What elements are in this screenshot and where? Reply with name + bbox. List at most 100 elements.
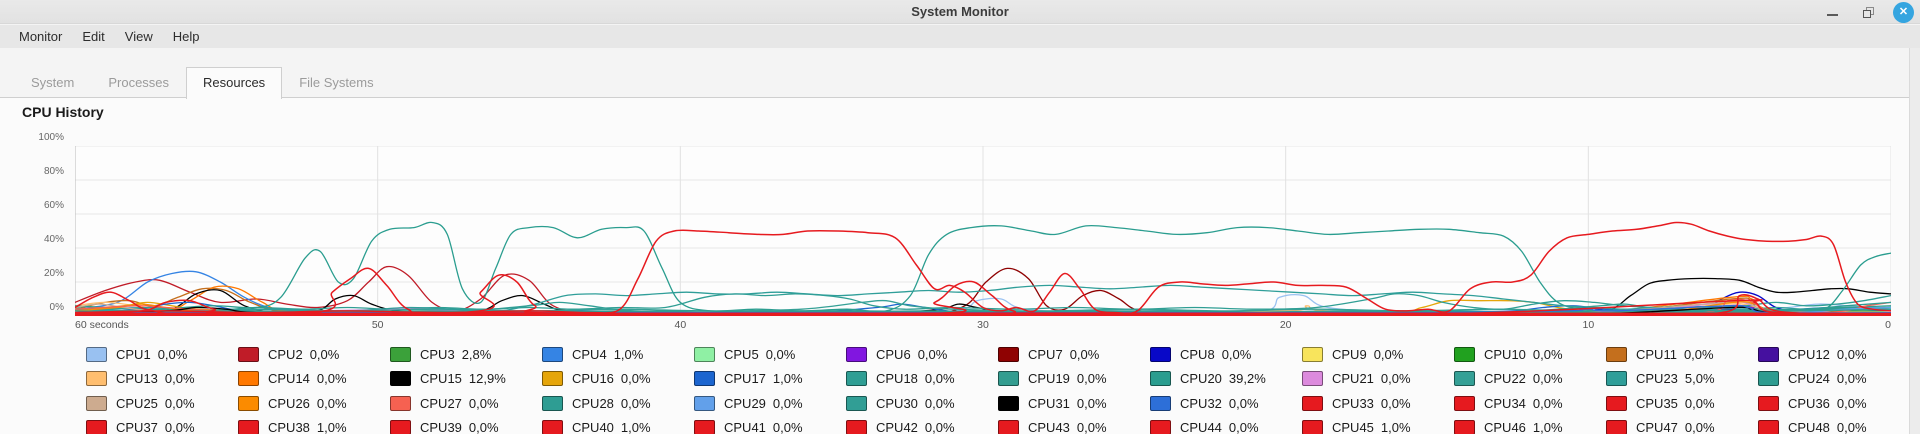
legend-cpu-name: CPU22 <box>1484 371 1526 387</box>
cpu-history-plot <box>74 145 1892 317</box>
legend-cpu-value: 0,0% <box>1836 395 1867 411</box>
legend-cpu-name: CPU38 <box>268 420 310 434</box>
legend-swatch <box>86 420 107 434</box>
legend-swatch <box>846 395 867 411</box>
legend-item-cpu42: CPU42 0,0% <box>846 420 998 434</box>
y-tick-label: 100% <box>38 132 64 143</box>
legend-swatch <box>1606 371 1627 387</box>
x-tick-label: 10 <box>1582 319 1595 331</box>
legend-swatch <box>694 395 715 411</box>
legend-cpu-name: CPU5 <box>724 346 759 362</box>
legend-cpu-value: 0,0% <box>1228 420 1259 434</box>
legend-item-cpu27: CPU27 0,0% <box>390 395 542 411</box>
legend-cpu-name: CPU3 <box>420 346 455 362</box>
window-right-gutter <box>1909 48 1920 434</box>
menu-help[interactable]: Help <box>172 29 200 44</box>
tab-bar-divider <box>0 97 1920 98</box>
menu-monitor[interactable]: Monitor <box>19 29 63 44</box>
tab-system[interactable]: System <box>31 75 75 90</box>
legend-cpu-name: CPU42 <box>876 420 918 434</box>
legend-item-cpu39: CPU39 0,0% <box>390 420 542 434</box>
menu-view[interactable]: View <box>124 29 153 44</box>
legend-cpu-value: 0,0% <box>1380 371 1411 387</box>
x-tick-label: 30 <box>977 319 989 331</box>
tab-processes[interactable]: Processes <box>108 75 170 90</box>
legend-swatch <box>390 346 411 362</box>
legend-item-cpu33: CPU33 0,0% <box>1302 395 1454 411</box>
tab-bar: System Processes Resources File Systems <box>0 67 1920 99</box>
cpu-series-CPU20 <box>75 221 1891 313</box>
legend-item-cpu2: CPU2 0,0% <box>238 346 390 362</box>
restore-icon <box>1862 6 1874 18</box>
legend-cpu-name: CPU7 <box>1028 346 1063 362</box>
legend-swatch <box>238 346 259 362</box>
legend-cpu-value: 0,0% <box>1836 371 1867 387</box>
legend-cpu-name: CPU10 <box>1484 346 1526 362</box>
legend-cpu-value: 0,0% <box>917 346 948 362</box>
x-tick-label: 0 <box>1885 319 1891 331</box>
legend-cpu-value: 0,0% <box>620 371 651 387</box>
x-tick-label: 50 <box>371 319 384 331</box>
legend-cpu-name: CPU19 <box>1028 371 1070 387</box>
cpu-series-CPU23 <box>75 284 1891 312</box>
legend-cpu-name: CPU34 <box>1484 395 1526 411</box>
legend-swatch <box>998 346 1019 362</box>
close-button[interactable]: ✕ <box>1893 1 1914 23</box>
legend-cpu-name: CPU25 <box>116 395 158 411</box>
legend-cpu-value: 0,0% <box>1076 420 1107 434</box>
legend-item-cpu9: CPU9 0,0% <box>1302 346 1454 362</box>
legend-cpu-value: 5,0% <box>1684 371 1715 387</box>
cpu-series-CPU15 <box>75 277 1891 314</box>
legend-swatch <box>542 371 563 387</box>
legend-cpu-value: 1,0% <box>1532 420 1563 434</box>
legend-cpu-value: 0,0% <box>309 346 340 362</box>
legend-cpu-name: CPU32 <box>1180 395 1222 411</box>
legend-cpu-name: CPU30 <box>876 395 918 411</box>
tab-resources[interactable]: Resources <box>186 67 283 99</box>
legend-item-cpu17: CPU17 1,0% <box>694 371 846 387</box>
legend-cpu-name: CPU6 <box>876 346 911 362</box>
legend-item-cpu31: CPU31 0,0% <box>998 395 1150 411</box>
legend-item-cpu11: CPU11 0,0% <box>1606 346 1758 362</box>
legend-item-cpu12: CPU12 0,0% <box>1758 346 1910 362</box>
legend-cpu-name: CPU37 <box>116 420 158 434</box>
legend-cpu-value: 0,0% <box>1076 395 1107 411</box>
legend-swatch <box>1150 395 1171 411</box>
legend-cpu-name: CPU46 <box>1484 420 1526 434</box>
legend-item-cpu34: CPU34 0,0% <box>1454 395 1606 411</box>
legend-item-cpu1: CPU1 0,0% <box>86 346 238 362</box>
legend-cpu-name: CPU33 <box>1332 395 1374 411</box>
window-title: System Monitor <box>911 4 1009 19</box>
legend-cpu-value: 0,0% <box>316 395 347 411</box>
legend-swatch <box>86 371 107 387</box>
legend-cpu-name: CPU14 <box>268 371 310 387</box>
legend-swatch <box>1606 420 1627 434</box>
cpu-chart-y-axis: 100% 80% 60% 40% 20% 0% <box>0 132 70 328</box>
legend-cpu-value: 0,0% <box>772 420 803 434</box>
cpu-history-chart <box>74 145 1892 317</box>
legend-item-cpu38: CPU38 1,0% <box>238 420 390 434</box>
legend-swatch <box>1606 346 1627 362</box>
legend-cpu-name: CPU18 <box>876 371 918 387</box>
legend-cpu-name: CPU8 <box>1180 346 1215 362</box>
legend-cpu-name: CPU23 <box>1636 371 1678 387</box>
legend-item-cpu46: CPU46 1,0% <box>1454 420 1606 434</box>
legend-cpu-value: 0,0% <box>1532 395 1563 411</box>
window-controls: ✕ <box>1821 0 1914 24</box>
legend-cpu-value: 0,0% <box>1228 395 1259 411</box>
legend-cpu-value: 0,0% <box>924 371 955 387</box>
legend-swatch <box>846 371 867 387</box>
legend-item-cpu36: CPU36 0,0% <box>1758 395 1910 411</box>
tab-file-systems[interactable]: File Systems <box>299 75 374 90</box>
y-tick-label: 20% <box>43 268 64 279</box>
legend-item-cpu7: CPU7 0,0% <box>998 346 1150 362</box>
legend-cpu-name: CPU27 <box>420 395 462 411</box>
legend-item-cpu6: CPU6 0,0% <box>846 346 998 362</box>
legend-item-cpu4: CPU4 1,0% <box>542 346 694 362</box>
menu-edit[interactable]: Edit <box>82 29 105 44</box>
maximize-button[interactable] <box>1857 1 1879 23</box>
minimize-button[interactable] <box>1821 1 1843 23</box>
legend-item-cpu8: CPU8 0,0% <box>1150 346 1302 362</box>
legend-cpu-name: CPU41 <box>724 420 766 434</box>
